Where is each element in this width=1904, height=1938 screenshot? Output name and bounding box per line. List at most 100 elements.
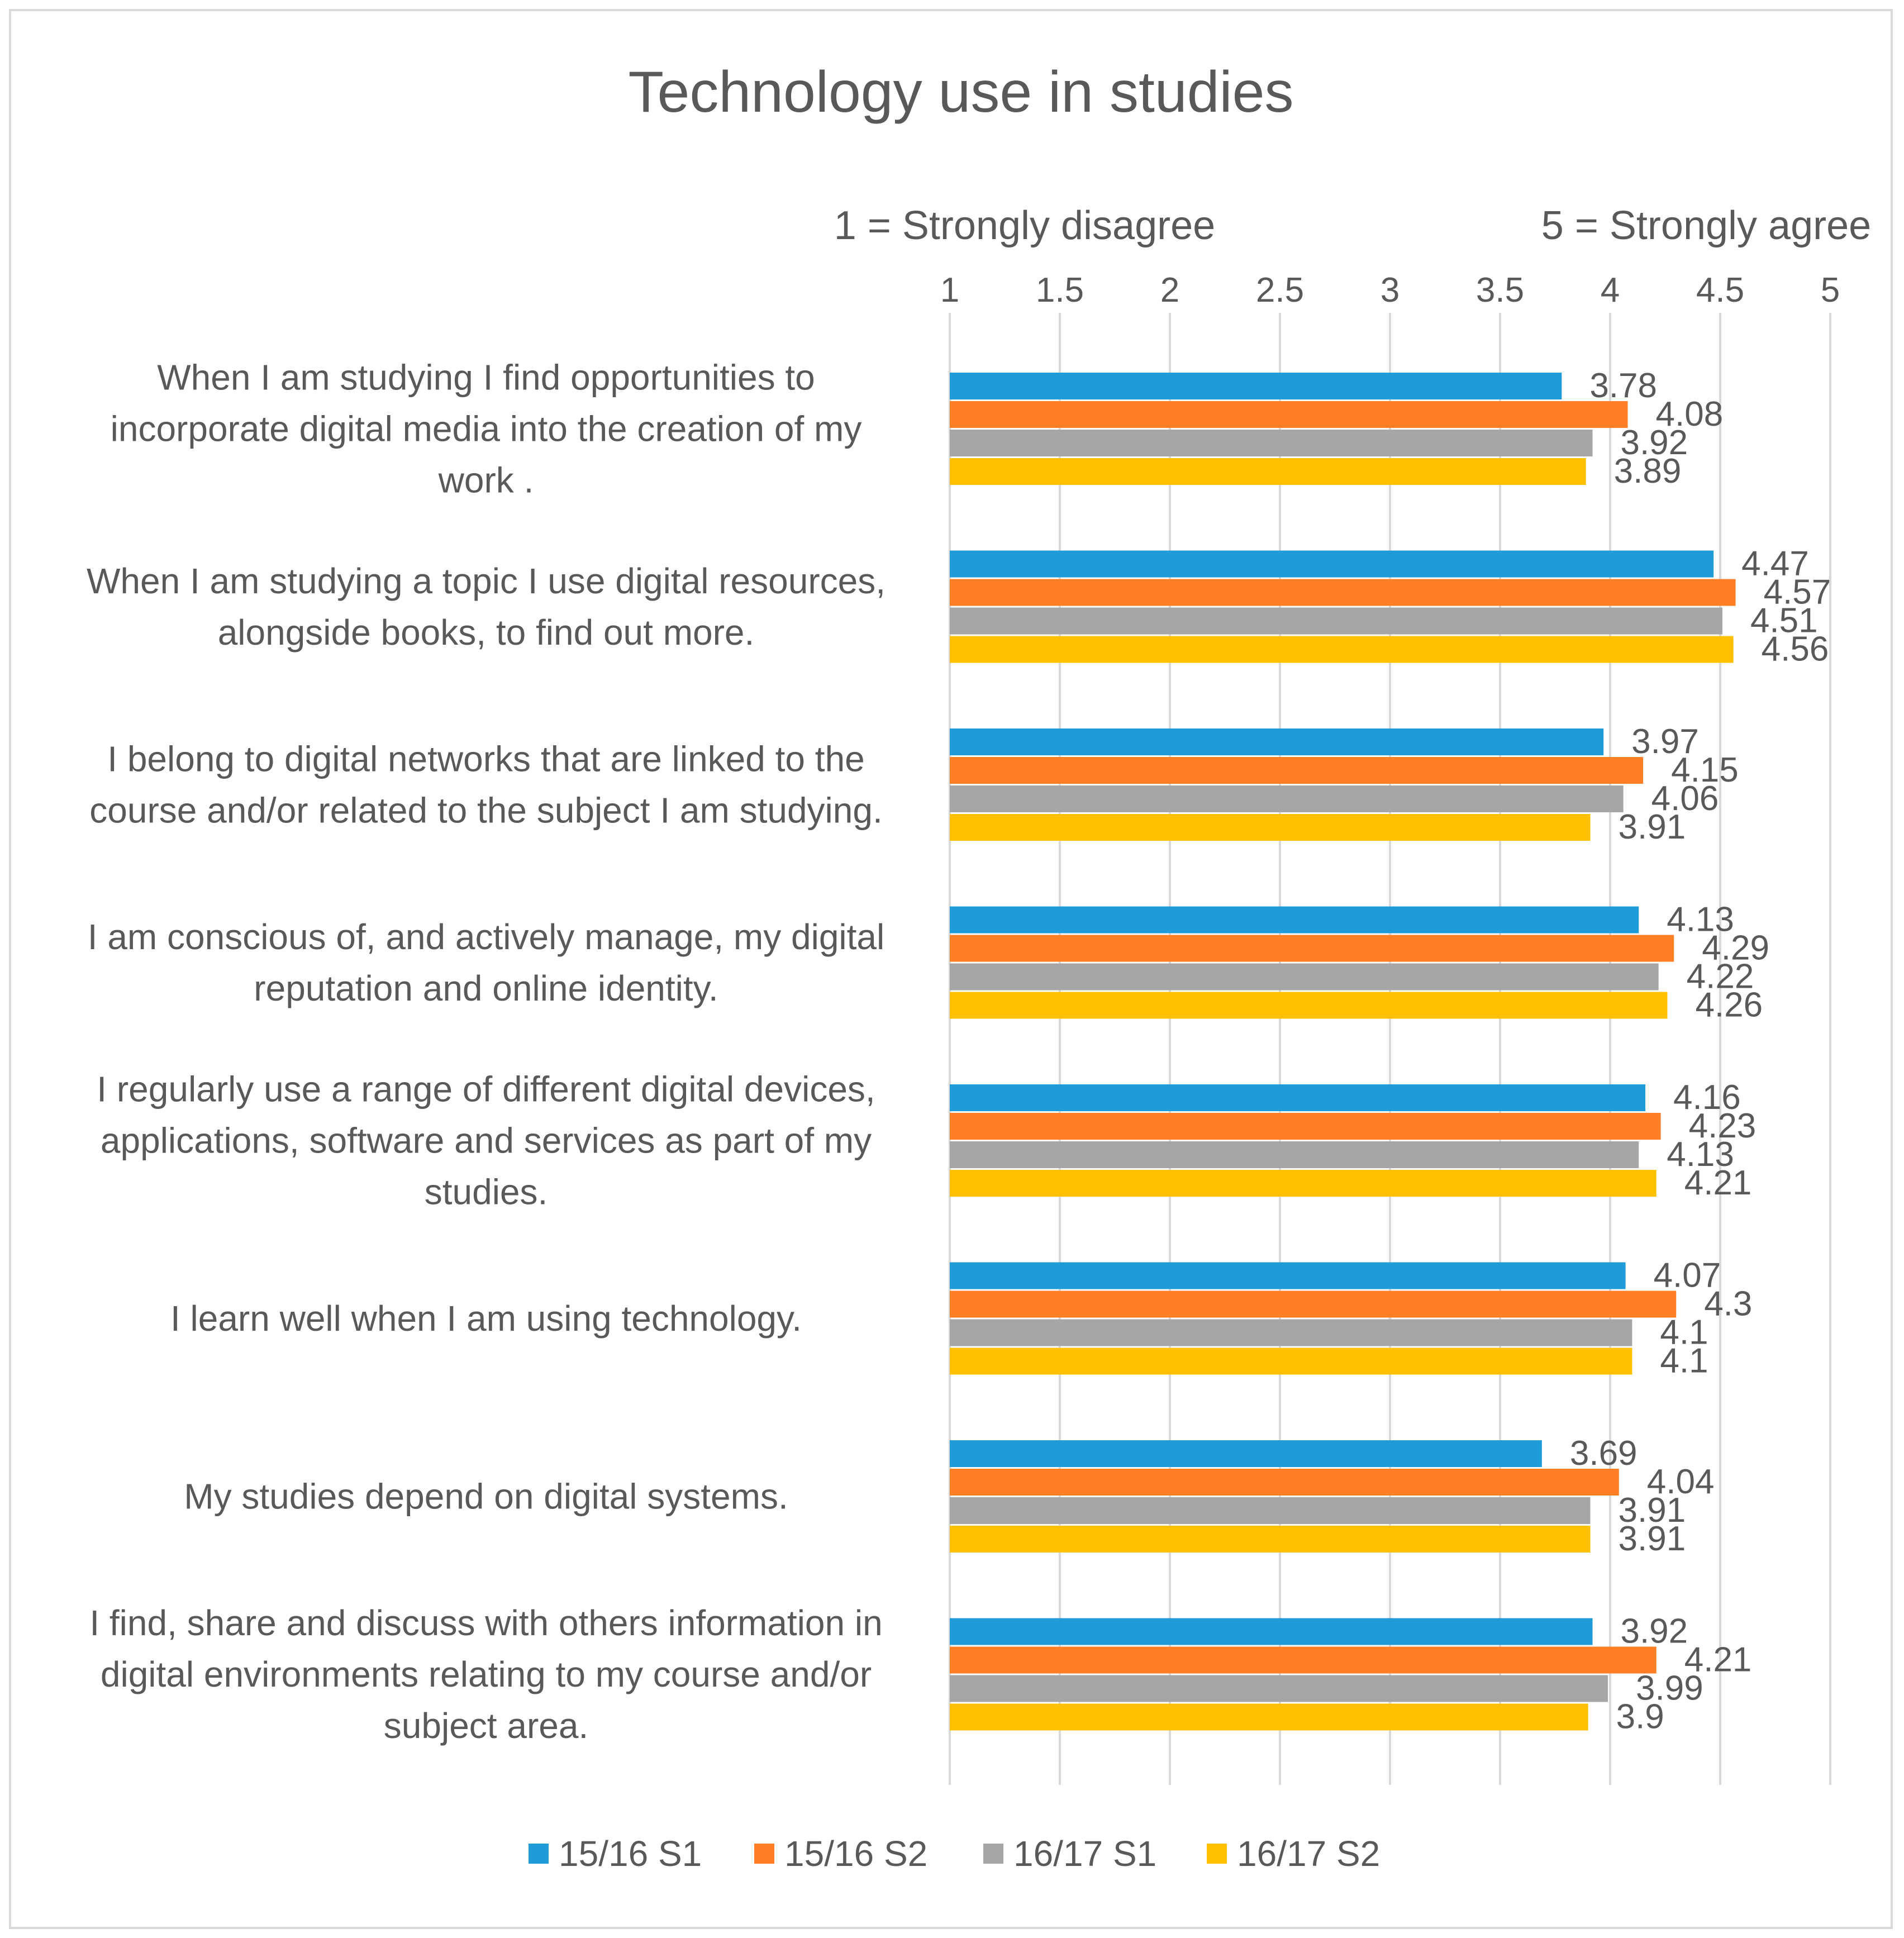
legend-label: 15/16 S2 (784, 1834, 927, 1874)
data-label: 3.91 (1619, 808, 1686, 846)
data-label: 4.13 (1667, 901, 1734, 939)
category-label: I am conscious of, and actively manage, … (88, 917, 884, 957)
data-label: 4.21 (1684, 1641, 1752, 1679)
bar (950, 373, 1562, 399)
bar (950, 1113, 1661, 1140)
data-labels: 3.784.083.923.89 4.474.574.514.56 3.974.15… (1570, 366, 1831, 1736)
bar (950, 1347, 1632, 1375)
data-label: 4.29 (1702, 929, 1769, 968)
data-label: 3.92 (1620, 423, 1688, 462)
legend-label: 15/16 S1 (559, 1834, 702, 1874)
category-label: studies. (425, 1172, 548, 1212)
legend-label: 16/17 S1 (1013, 1834, 1156, 1874)
data-label: 4.07 (1654, 1256, 1721, 1295)
x-tick-label: 4 (1601, 271, 1620, 309)
bar (950, 1141, 1639, 1168)
data-label: 3.91 (1619, 1491, 1686, 1530)
bar (950, 935, 1674, 962)
data-label: 4.1 (1660, 1313, 1708, 1352)
bar (950, 636, 1734, 663)
bar (950, 992, 1668, 1019)
bar (950, 1703, 1588, 1731)
bar (950, 1646, 1657, 1674)
category-label: applications, software and services as p… (101, 1121, 872, 1161)
data-label: 4.47 (1741, 545, 1809, 583)
category-labels: When I am studying I find opportunities … (87, 358, 886, 1746)
data-label: 4.57 (1764, 573, 1831, 612)
x-tick-label: 2.5 (1256, 271, 1304, 309)
data-label: 4.21 (1684, 1164, 1752, 1202)
data-label: 4.3 (1704, 1285, 1752, 1323)
x-tick-label: 1 (940, 271, 959, 309)
x-axis-ticks: 1 1.5 2 2.5 3 3.5 4 4.5 5 (940, 271, 1840, 309)
x-tick-label: 1.5 (1036, 271, 1084, 309)
bar (950, 1170, 1657, 1197)
bar (950, 1291, 1677, 1318)
legend-label: 16/17 S2 (1237, 1834, 1380, 1874)
category-label: incorporate digital media into the creat… (111, 409, 862, 449)
data-label: 3.89 (1614, 452, 1682, 491)
bar (950, 1440, 1542, 1467)
bar (950, 1469, 1619, 1496)
bar (950, 1262, 1626, 1289)
bar (950, 1618, 1593, 1645)
data-label: 4.15 (1671, 751, 1739, 789)
data-label: 4.1 (1660, 1342, 1708, 1380)
category-label: I belong to digital networks that are li… (107, 739, 865, 779)
x-tick-label: 3 (1381, 271, 1400, 309)
bar (950, 458, 1586, 485)
data-label: 3.97 (1631, 722, 1699, 761)
data-label: 3.91 (1619, 1520, 1686, 1558)
data-label: 4.16 (1673, 1078, 1741, 1117)
bar (950, 906, 1639, 934)
bar (950, 1526, 1591, 1553)
data-label: 4.22 (1687, 958, 1754, 996)
data-label: 3.69 (1570, 1434, 1638, 1473)
data-label: 4.06 (1651, 779, 1719, 818)
category-label: work . (438, 460, 534, 501)
category-label: I regularly use a range of different dig… (97, 1069, 875, 1110)
bar (950, 1084, 1646, 1111)
category-label: I find, share and discuss with others in… (89, 1603, 882, 1643)
legend-swatch (754, 1844, 774, 1864)
data-label: 3.99 (1636, 1669, 1703, 1708)
x-tick-label: 5 (1821, 271, 1840, 309)
legend-swatch (529, 1844, 549, 1864)
category-label: digital environments relating to my cour… (101, 1654, 872, 1694)
category-label: subject area. (384, 1706, 588, 1746)
data-label: 4.51 (1750, 602, 1818, 640)
data-label: 4.26 (1695, 986, 1763, 1025)
scale-label-left: 1 = Strongly disagree (834, 203, 1215, 248)
bar (950, 550, 1714, 578)
data-label: 4.13 (1667, 1135, 1734, 1174)
bar (950, 401, 1628, 428)
bar (950, 1319, 1632, 1346)
bar (950, 1675, 1608, 1702)
data-label: 3.9 (1616, 1698, 1664, 1736)
legend-swatch (1207, 1844, 1227, 1864)
data-label: 4.04 (1647, 1463, 1715, 1501)
bar (950, 963, 1659, 991)
data-label: 4.23 (1689, 1107, 1757, 1145)
x-tick-label: 3.5 (1476, 271, 1524, 309)
category-label: reputation and online identity. (254, 968, 718, 1008)
category-label: alongside books, to find out more. (218, 612, 755, 653)
legend: 15/16 S1 15/16 S2 16/17 S1 16/17 S2 (529, 1834, 1380, 1874)
category-label: When I am studying a topic I use digital… (87, 561, 886, 601)
data-label: 4.08 (1656, 395, 1724, 434)
x-tick-label: 2 (1160, 271, 1179, 309)
gridlines (949, 313, 1831, 1785)
data-label: 4.56 (1762, 630, 1829, 669)
bars (950, 373, 1736, 1731)
bar (950, 607, 1722, 635)
bar (950, 785, 1624, 812)
bar (950, 1497, 1591, 1524)
category-label: course and/or related to the subject I a… (89, 791, 882, 831)
data-label: 3.78 (1589, 366, 1657, 405)
category-label: When I am studying I find opportunities … (157, 358, 815, 398)
bar (950, 430, 1593, 456)
scale-label-right: 5 = Strongly agree (1541, 203, 1871, 248)
category-label: My studies depend on digital systems. (184, 1477, 788, 1517)
chart-title: Technology use in studies (629, 60, 1294, 125)
